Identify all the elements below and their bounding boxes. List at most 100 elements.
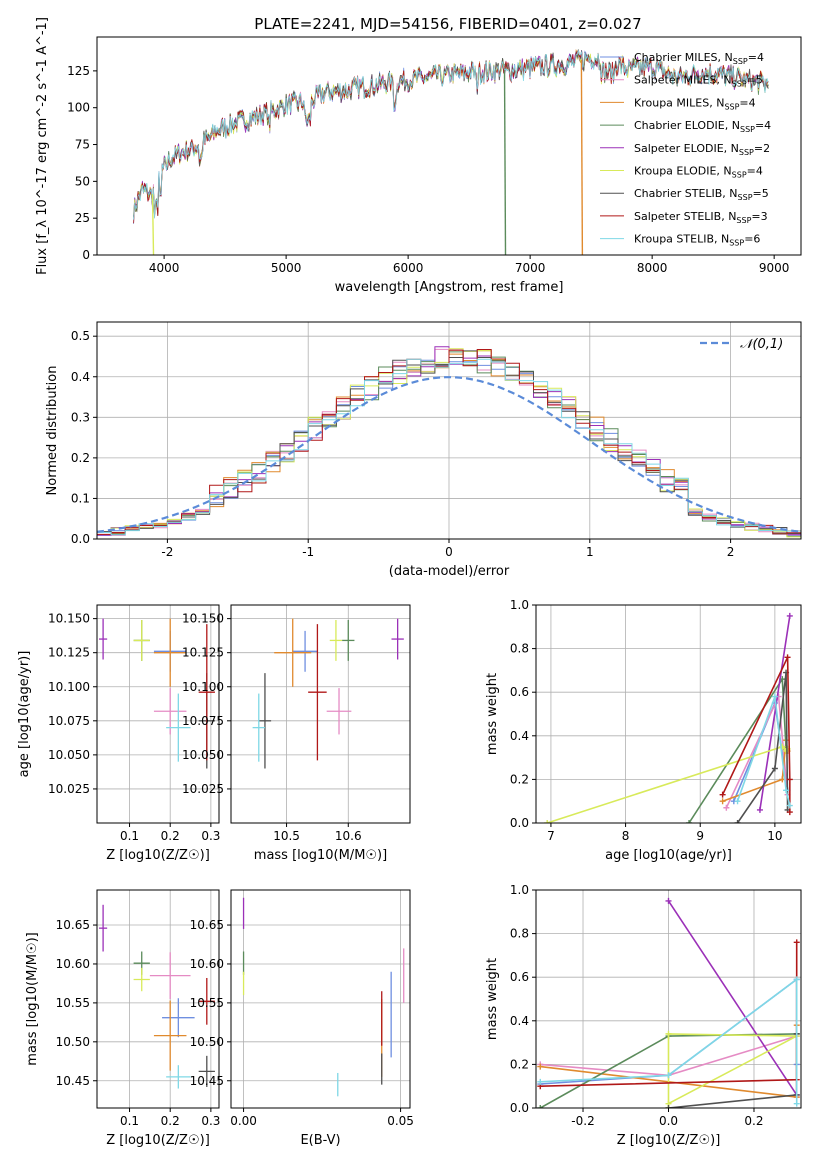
weight-vs-age-ytick-label: 0.8 <box>510 642 529 656</box>
spectrum-frame <box>96 36 802 256</box>
weight-vs-Z-ytick-label: 1.0 <box>510 883 529 897</box>
weight-vs-age-xlabel: age [log10(age/yr)] <box>605 848 732 863</box>
weight-vs-age-marker <box>723 804 730 811</box>
spectrum-ytick-label: 0 <box>82 248 90 262</box>
weight-vs-Z-plot-area <box>537 897 800 1108</box>
age-vs-mass-ytick-label: 10.050 <box>182 748 224 762</box>
legend-label-text: Chabrier MILES, N <box>634 51 733 64</box>
mass-vs-ebv-xtick-label: 0.05 <box>387 1114 414 1128</box>
weight-vs-Z-marker <box>537 1063 544 1070</box>
legend-label: Chabrier ELODIE, NSSP=4 <box>634 119 771 134</box>
legend-label: Chabrier MILES, NSSP=4 <box>634 51 764 66</box>
mass-vs-ebv-ytick-label: 10.55 <box>190 996 224 1010</box>
mass-vs-Z-xtick-label: 0.3 <box>201 1114 220 1128</box>
age-vs-mass-xlabel: mass [log10(M/M☉)] <box>254 848 387 863</box>
legend-label-text: Kroupa ELODIE, N <box>634 165 732 178</box>
legend-count: =3 <box>751 210 767 223</box>
legend-subscript: SSP <box>732 171 747 180</box>
legend-count: =6 <box>744 233 760 246</box>
weight-vs-Z-ytick-label: 0.6 <box>510 970 529 984</box>
normal-legend-label: 𝒩(0,1) <box>740 337 783 352</box>
residuals-xtick-label: -1 <box>302 545 314 559</box>
weight-vs-age-marker <box>783 787 790 794</box>
spectrum-xtick-label: 9000 <box>759 261 790 275</box>
residuals-ytick-label: 0.1 <box>71 491 90 505</box>
age-vs-Z-ytick-label: 10.100 <box>48 680 90 694</box>
legend-count: =2 <box>754 142 770 155</box>
mass-vs-Z-xtick-label: 0.2 <box>161 1114 180 1128</box>
mass-vs-Z-frame <box>96 889 220 1109</box>
residuals-ytick-label: 0.5 <box>71 329 90 343</box>
legend-label-text: Chabrier STELIB, N <box>634 187 738 200</box>
residuals-xtick-label: 0 <box>445 545 453 559</box>
weight-vs-age-marker <box>786 809 793 816</box>
weight-vs-Z-xtick-label: 0.2 <box>744 1114 763 1128</box>
age-vs-mass-ytick-label: 10.075 <box>182 714 224 728</box>
weight-vs-Z-xtick-label: 0.0 <box>659 1114 678 1128</box>
weight-vs-age-marker <box>786 802 793 809</box>
mass-vs-Z-ytick-label: 10.65 <box>56 918 90 932</box>
weight-vs-Z-marker <box>665 897 672 904</box>
weight-vs-Z-marker <box>665 1105 672 1108</box>
age-vs-Z-xtick-label: 0.3 <box>201 829 220 843</box>
weight-vs-age-xtick-label: 8 <box>622 829 630 843</box>
weight-vs-age-xtick-label: 10 <box>767 829 782 843</box>
legend-count: =4 <box>747 165 763 178</box>
weight-vs-age-frame <box>535 604 802 824</box>
residuals-ytick-label: 0.3 <box>71 410 90 424</box>
spectrum-xtick-label: 7000 <box>515 261 546 275</box>
age-vs-Z-xlabel: Z [log10(Z/Z☉)] <box>106 848 210 863</box>
residuals-ytick-label: 0.4 <box>71 370 90 384</box>
spectrum-xtick-label: 5000 <box>271 261 302 275</box>
legend-count: =5 <box>747 74 763 87</box>
weight-vs-age-ytick-label: 1.0 <box>510 598 529 612</box>
legend-label: Chabrier STELIB, NSSP=5 <box>634 187 769 202</box>
weight-vs-age-ytick-label: 0.6 <box>510 685 529 699</box>
age-vs-Z-ytick-label: 10.150 <box>48 612 90 626</box>
weight-vs-Z-series-8 <box>540 977 798 1104</box>
spectrum-drop-1 <box>580 59 584 255</box>
age-vs-mass-plot-area <box>252 618 404 769</box>
legend-subscript: SSP <box>740 125 755 134</box>
mass-vs-Z-ytick-label: 10.45 <box>56 1074 90 1088</box>
weight-vs-age-marker <box>734 820 741 823</box>
legend-subscript: SSP <box>736 216 751 225</box>
weight-vs-Z-ytick-label: 0.0 <box>510 1101 529 1115</box>
legend-label-text: Salpeter ELODIE, N <box>634 142 739 155</box>
legend-label-text: Kroupa MILES, N <box>634 96 724 109</box>
weight-vs-Z-marker <box>665 1072 672 1079</box>
weight-vs-Z-marker <box>793 1100 800 1107</box>
weight-vs-age-marker <box>544 820 551 823</box>
residuals-ylabel: Normed distribution <box>45 366 60 496</box>
spectrum-plot-area <box>133 48 769 255</box>
legend-subscript: SSP <box>732 80 747 89</box>
mass-vs-ebv-xlabel: E(B-V) <box>300 1133 340 1148</box>
age-vs-Z-frame <box>96 604 220 824</box>
age-vs-Z-ytick-label: 10.075 <box>48 714 90 728</box>
spectrum-line-8 <box>133 49 769 220</box>
age-vs-mass-frame <box>230 604 411 824</box>
spectrum-ytick-label: 100 <box>67 101 90 115</box>
weight-vs-Z-marker <box>793 939 800 946</box>
weight-vs-Z-series-4 <box>667 900 798 1096</box>
weight-vs-Z-ytick-label: 0.8 <box>510 927 529 941</box>
age-vs-Z-panel: 0.1 0.2 0.3 10.025 10.050 10.075 10.100 10.125 1… <box>17 604 220 863</box>
weight-vs-age-marker <box>771 693 778 700</box>
weight-vs-age-xtick-label: 9 <box>696 829 704 843</box>
weight-vs-age-marker <box>734 798 741 805</box>
legend-label: Kroupa STELIB, NSSP=6 <box>634 233 760 248</box>
weight-vs-Z-xlabel: Z [log10(Z/Z☉)] <box>617 1133 721 1148</box>
legend-label-text: Kroupa STELIB, N <box>634 233 729 246</box>
mass-vs-ebv-ytick-label: 10.50 <box>190 1035 224 1049</box>
weight-vs-age-ylabel: mass weight <box>485 673 500 755</box>
age-vs-Z-ytick-label: 10.025 <box>48 782 90 796</box>
figure-title: PLATE=2241, MJD=54156, FIBERID=0401, z=0… <box>254 15 641 33</box>
weight-vs-age-ytick-label: 0.2 <box>510 772 529 786</box>
mass-vs-Z-ytick-label: 10.60 <box>56 957 90 971</box>
residuals-frame <box>96 321 802 540</box>
residuals-ytick-label: 0.0 <box>71 532 90 546</box>
weight-vs-age-series-6 <box>736 672 789 823</box>
age-vs-Z-ytick-label: 10.125 <box>48 646 90 660</box>
